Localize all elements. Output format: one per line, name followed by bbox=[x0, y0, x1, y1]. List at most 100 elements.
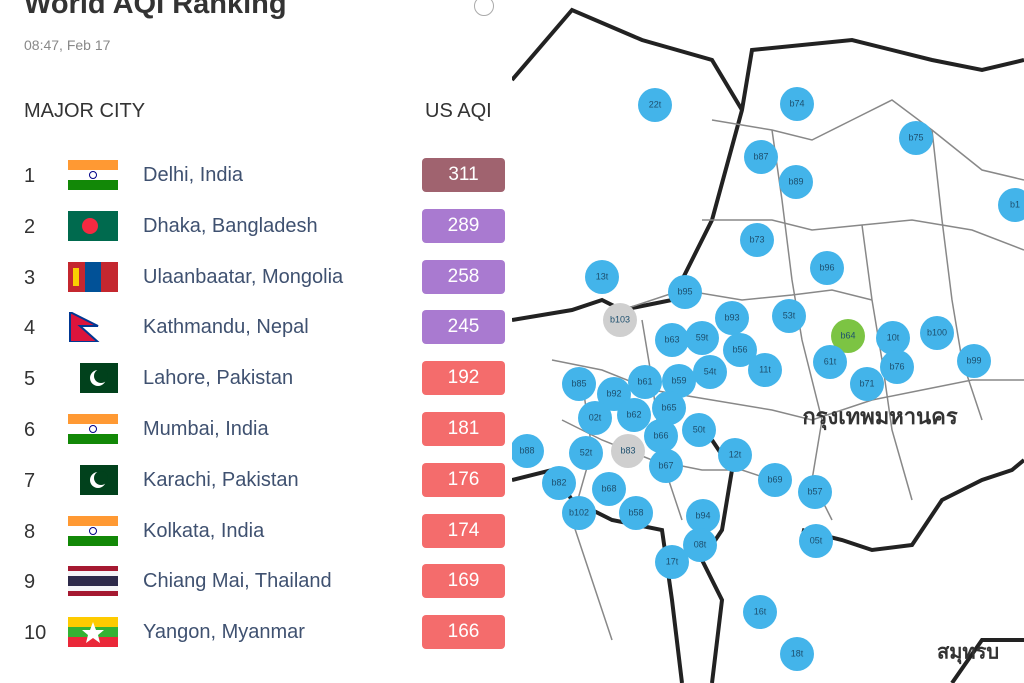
station-marker[interactable]: b103 bbox=[603, 303, 637, 337]
station-dot bbox=[686, 499, 720, 533]
station-label: b87 bbox=[753, 151, 768, 161]
table-row: 10 Yangon, Myanmar 166 bbox=[0, 613, 512, 653]
station-marker[interactable]: b59 bbox=[662, 364, 696, 398]
station-marker[interactable]: 50t bbox=[682, 413, 716, 447]
station-marker[interactable]: 18t bbox=[780, 637, 814, 671]
station-label: 13t bbox=[596, 271, 609, 281]
station-marker[interactable]: 54t bbox=[693, 355, 727, 389]
station-marker[interactable]: b66 bbox=[644, 419, 678, 453]
station-marker[interactable]: b94 bbox=[686, 499, 720, 533]
station-marker[interactable]: 12t bbox=[718, 438, 752, 472]
station-marker[interactable]: 13t bbox=[585, 260, 619, 294]
station-label: 11t bbox=[759, 364, 771, 374]
station-label: 16t bbox=[754, 606, 767, 616]
station-label: 61t bbox=[824, 356, 837, 366]
station-marker[interactable]: b61 bbox=[628, 365, 662, 399]
station-label: b99 bbox=[966, 355, 981, 365]
station-dot bbox=[652, 391, 686, 425]
station-marker[interactable]: 22t bbox=[638, 88, 672, 122]
station-marker[interactable]: b69 bbox=[758, 463, 792, 497]
info-icon[interactable] bbox=[474, 0, 494, 16]
station-marker[interactable]: b62 bbox=[617, 398, 651, 432]
city-name: Karachi, Pakistan bbox=[143, 468, 299, 491]
station-marker[interactable]: b76 bbox=[880, 350, 914, 384]
station-marker[interactable]: b56 bbox=[723, 333, 757, 367]
station-marker[interactable]: b74 bbox=[780, 87, 814, 121]
station-label: 52t bbox=[580, 447, 593, 457]
station-label: 18t bbox=[791, 648, 804, 658]
station-label: 53t bbox=[783, 310, 796, 320]
station-marker[interactable]: 11t bbox=[748, 353, 782, 387]
aqi-badge: 181 bbox=[422, 412, 505, 446]
station-marker[interactable]: b99 bbox=[957, 344, 991, 378]
station-marker[interactable]: 52t bbox=[569, 436, 603, 470]
rank: 7 bbox=[24, 469, 36, 492]
station-dot bbox=[693, 355, 727, 389]
station-dot bbox=[628, 365, 662, 399]
station-dot bbox=[668, 275, 702, 309]
station-marker[interactable]: b83 bbox=[611, 434, 645, 468]
station-label: 22t bbox=[649, 99, 662, 109]
station-label: b83 bbox=[620, 445, 635, 455]
aqi-badge: 258 bbox=[422, 259, 505, 294]
ranking-panel: World AQI Ranking 08:47, Feb 17 MAJOR CI… bbox=[0, 0, 512, 653]
station-marker[interactable]: 61t bbox=[813, 345, 847, 379]
station-marker[interactable]: b82 bbox=[542, 466, 576, 500]
station-marker[interactable]: b89 bbox=[779, 165, 813, 199]
station-label: 08t bbox=[694, 539, 707, 549]
station-marker[interactable]: b58 bbox=[619, 496, 653, 530]
station-marker[interactable]: b93 bbox=[715, 301, 749, 335]
station-label: b58 bbox=[628, 507, 643, 517]
station-marker[interactable]: 59t bbox=[685, 321, 719, 355]
station-marker[interactable]: b95 bbox=[668, 275, 702, 309]
station-label: b56 bbox=[732, 344, 747, 354]
station-dot bbox=[617, 398, 651, 432]
station-marker[interactable]: b100 bbox=[920, 316, 954, 350]
station-marker[interactable]: b73 bbox=[740, 223, 774, 257]
aqi-badge: 245 bbox=[422, 310, 505, 345]
station-dot bbox=[685, 321, 719, 355]
station-marker[interactable]: b65 bbox=[652, 391, 686, 425]
flag bbox=[68, 363, 118, 398]
station-dot bbox=[876, 321, 910, 355]
station-dot bbox=[619, 496, 653, 530]
station-dot bbox=[813, 345, 847, 379]
station-marker[interactable]: b75 bbox=[899, 121, 933, 155]
column-header: US AQI bbox=[425, 100, 492, 122]
station-marker[interactable]: b71 bbox=[850, 367, 884, 401]
station-marker[interactable]: 05t bbox=[799, 524, 833, 558]
station-dot bbox=[780, 87, 814, 121]
city-name: Chiang Mai, Thailand bbox=[143, 570, 332, 593]
city-name: Delhi, India bbox=[143, 164, 244, 186]
station-dot bbox=[740, 223, 774, 257]
station-marker[interactable]: b87 bbox=[744, 140, 778, 174]
rank: 8 bbox=[24, 520, 36, 543]
station-marker[interactable]: 02t bbox=[578, 401, 612, 435]
table-row: 6 Mumbai, India 181 bbox=[0, 410, 512, 450]
station-marker[interactable]: b57 bbox=[798, 475, 832, 509]
station-dot bbox=[998, 188, 1024, 222]
station-marker[interactable]: 16t bbox=[743, 595, 777, 629]
station-marker[interactable]: b88 bbox=[512, 434, 544, 468]
station-marker[interactable]: 08t bbox=[683, 528, 717, 562]
station-marker[interactable]: b102 bbox=[562, 496, 596, 530]
station-marker[interactable]: b68 bbox=[592, 472, 626, 506]
station-label: b66 bbox=[653, 430, 668, 440]
station-marker[interactable]: 53t bbox=[772, 299, 806, 333]
station-marker[interactable]: b1 bbox=[998, 188, 1024, 222]
station-marker[interactable]: b96 bbox=[810, 251, 844, 285]
title: World AQI Ranking bbox=[24, 0, 287, 20]
station-marker[interactable]: 10t bbox=[876, 321, 910, 355]
table-row: 5 Lahore, Pakistan 192 bbox=[0, 359, 512, 399]
station-marker[interactable]: b64 bbox=[831, 319, 865, 353]
rank: 5 bbox=[24, 368, 36, 391]
station-label: b1 bbox=[1010, 199, 1020, 209]
station-label: b73 bbox=[749, 234, 764, 244]
station-marker[interactable]: b85 bbox=[562, 367, 596, 401]
station-label: b100 bbox=[927, 327, 947, 337]
station-marker[interactable]: b63 bbox=[655, 323, 689, 357]
flag bbox=[68, 464, 118, 500]
station-label: b88 bbox=[519, 445, 534, 455]
station-marker[interactable]: b67 bbox=[649, 449, 683, 483]
station-marker[interactable]: 17t bbox=[655, 545, 689, 579]
